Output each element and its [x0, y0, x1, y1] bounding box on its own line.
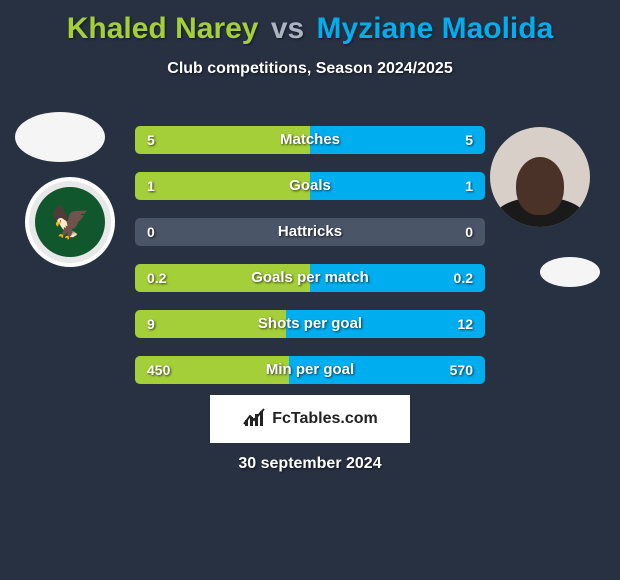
stat-value-right: 12	[457, 310, 473, 338]
stat-row: Goals1 1	[135, 172, 485, 200]
stat-label: Min per goal	[135, 356, 485, 384]
brand-box: FcTables.com	[210, 395, 410, 443]
stat-value-left: 450	[147, 356, 170, 384]
player1-avatar	[15, 112, 105, 162]
stat-label: Goals	[135, 172, 485, 200]
stat-value-right: 570	[450, 356, 473, 384]
stat-value-left: 0.2	[147, 264, 166, 292]
player1-name: Khaled Narey	[67, 12, 259, 45]
stat-label: Shots per goal	[135, 310, 485, 338]
brand-text: FcTables.com	[272, 410, 378, 428]
stat-row: Hattricks0 0	[135, 218, 485, 246]
date: 30 september 2024	[0, 455, 620, 473]
stat-value-left: 0	[147, 218, 155, 246]
chart-icon	[242, 406, 266, 433]
stat-value-right: 1	[465, 172, 473, 200]
stat-value-left: 1	[147, 172, 155, 200]
stat-value-right: 0	[465, 218, 473, 246]
stat-label: Matches	[135, 126, 485, 154]
comparison-title: Khaled Narey vs Myziane Maolida	[0, 0, 620, 46]
stat-value-left: 9	[147, 310, 155, 338]
player1-club-badge: 🦅	[25, 177, 115, 267]
stat-row: Min per goal450 570	[135, 356, 485, 384]
stat-row: Shots per goal9 12	[135, 310, 485, 338]
stats-bars: Matches5 5 Goals1 1 Hattricks0 0 Goals per mat…	[135, 126, 485, 402]
stat-row: Matches5 5	[135, 126, 485, 154]
vs-text: vs	[271, 12, 304, 45]
stat-row: Goals per match0.2 0.2	[135, 264, 485, 292]
stat-label: Goals per match	[135, 264, 485, 292]
stat-value-left: 5	[147, 126, 155, 154]
subtitle: Club competitions, Season 2024/2025	[0, 60, 620, 78]
stat-label: Hattricks	[135, 218, 485, 246]
club-eagle-icon: 🦅	[50, 203, 90, 241]
player2-avatar	[490, 127, 590, 227]
player2-name: Myziane Maolida	[317, 12, 554, 45]
stat-value-right: 5	[465, 126, 473, 154]
stat-value-right: 0.2	[454, 264, 473, 292]
player2-club-badge	[540, 257, 600, 287]
